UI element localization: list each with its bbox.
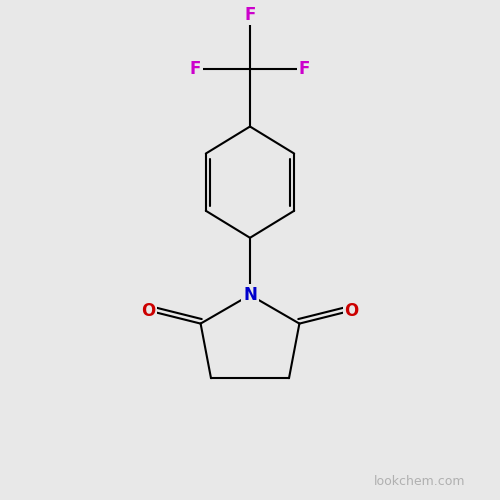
Text: N: N <box>243 286 257 304</box>
Text: O: O <box>344 302 358 320</box>
Text: lookchem.com: lookchem.com <box>374 475 465 488</box>
Text: O: O <box>142 302 156 320</box>
Text: F: F <box>299 60 310 78</box>
Text: F: F <box>244 6 256 24</box>
Text: F: F <box>190 60 201 78</box>
